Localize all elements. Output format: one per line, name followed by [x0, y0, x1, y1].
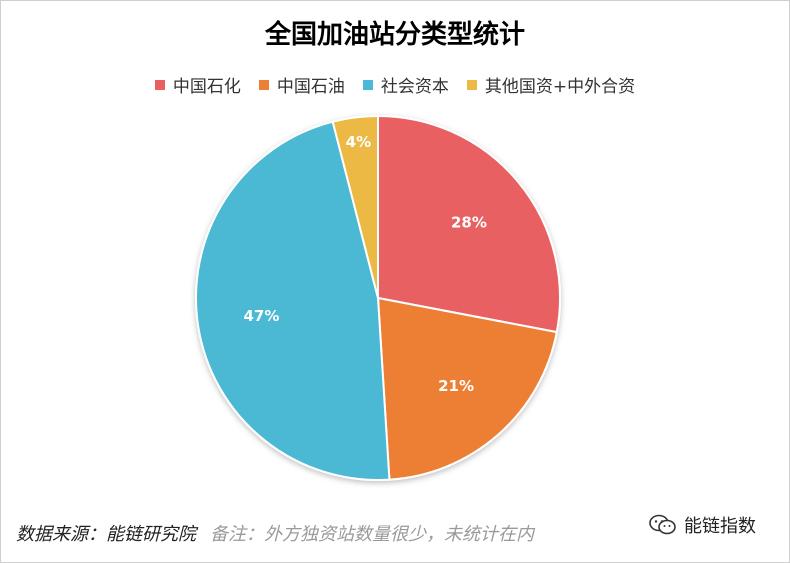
legend-swatch-other [466, 79, 477, 90]
brand: 能链指数 [648, 512, 756, 538]
legend-label-sinopec: 中国石化 [172, 77, 241, 97]
legend-swatch-sinopec [154, 79, 165, 90]
legend-label-private: 社会资本 [380, 77, 449, 97]
pie-slice-other [331, 114, 379, 299]
brand-name: 能链指数 [684, 516, 756, 537]
legend-label-petrochina: 中国石油 [276, 77, 345, 97]
legend-item-sinopec: 中国石化 [154, 72, 241, 97]
pie-slice-private [195, 120, 391, 481]
data-label-private: 47% [243, 307, 279, 325]
data-label-sinopec: 28% [451, 213, 487, 231]
data-source-text: 数据来源：能链研究院 [16, 524, 196, 545]
wechat-icon [648, 513, 678, 537]
legend-swatch-private [362, 79, 373, 90]
legend-item-private: 社会资本 [362, 72, 449, 97]
pie-slice-petrochina [376, 296, 558, 481]
footer: 数据来源：能链研究院 备注：外方独资站数量很少，未统计在内 [16, 520, 656, 546]
legend-item-petrochina: 中国石油 [258, 72, 345, 97]
legend-swatch-petrochina [258, 79, 269, 90]
data-label-other: 4% [346, 133, 371, 151]
legend-item-other: 其他国资+中外合资 [466, 72, 636, 97]
legend-label-other: 其他国资+中外合资 [484, 77, 636, 97]
footnote-text: 备注：外方独资站数量很少，未统计在内 [210, 524, 534, 545]
chart-legend: 中国石化 中国石油 社会资本 其他国资+中外合资 [0, 72, 790, 97]
chart-title: 全国加油站分类型统计 [264, 20, 525, 50]
pie-slice-sinopec [377, 114, 561, 334]
data-label-petrochina: 21% [438, 377, 474, 395]
